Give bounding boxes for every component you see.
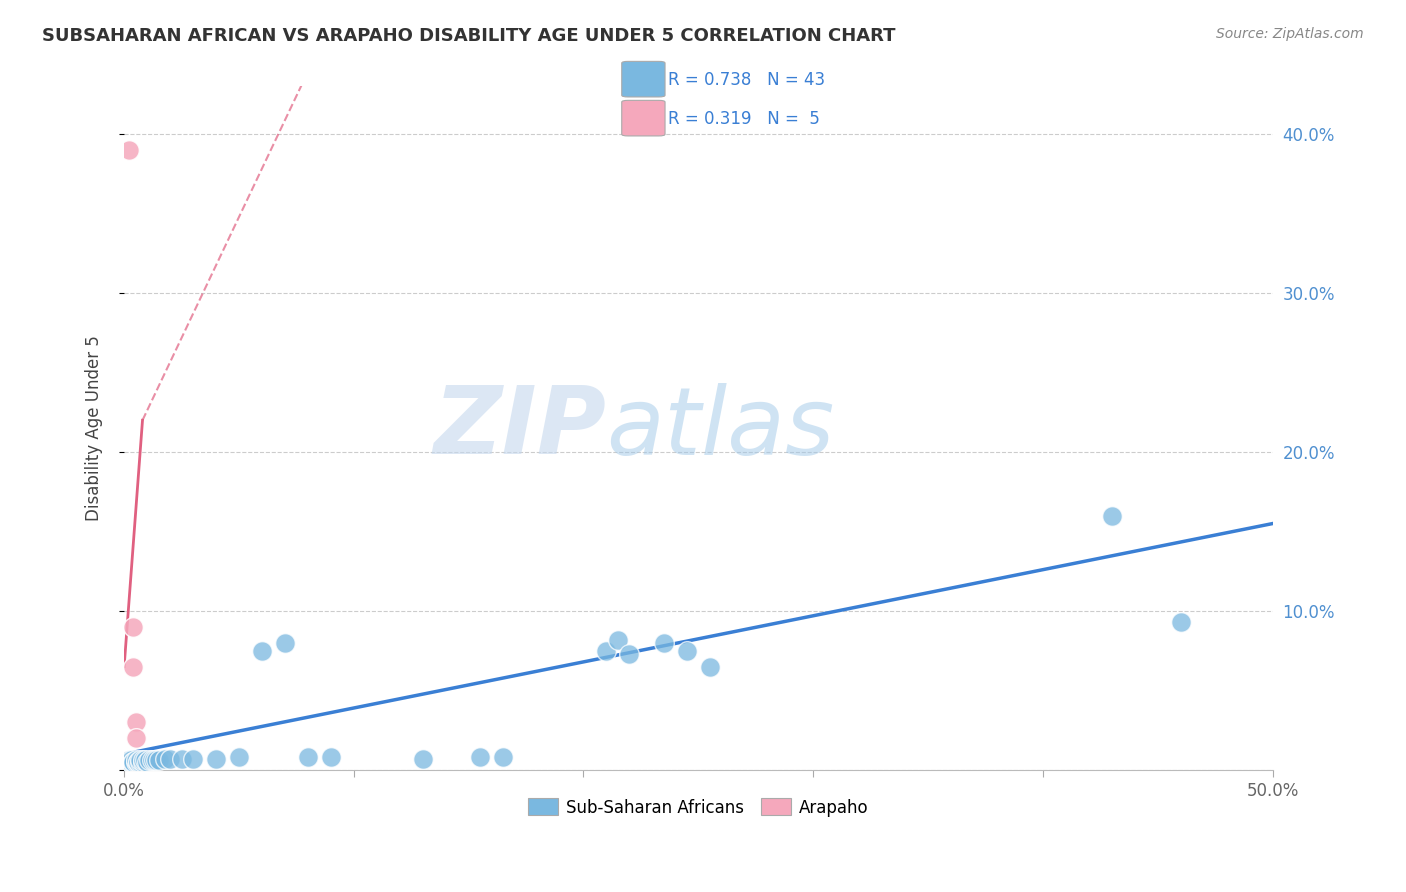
Point bbox=[319, 750, 342, 764]
Point bbox=[205, 752, 228, 766]
Point bbox=[181, 752, 204, 766]
Text: Source: ZipAtlas.com: Source: ZipAtlas.com bbox=[1216, 27, 1364, 41]
Point bbox=[115, 755, 138, 769]
Text: R = 0.738   N = 43: R = 0.738 N = 43 bbox=[668, 71, 825, 89]
Point bbox=[492, 750, 515, 764]
FancyBboxPatch shape bbox=[621, 62, 665, 97]
Point bbox=[159, 752, 181, 766]
Point bbox=[274, 636, 297, 650]
Text: SUBSAHARAN AFRICAN VS ARAPAHO DISABILITY AGE UNDER 5 CORRELATION CHART: SUBSAHARAN AFRICAN VS ARAPAHO DISABILITY… bbox=[42, 27, 896, 45]
Point bbox=[129, 755, 152, 769]
Point bbox=[118, 755, 141, 769]
Point bbox=[1101, 508, 1123, 523]
Point bbox=[124, 755, 146, 769]
Point bbox=[124, 715, 146, 730]
Point bbox=[1170, 615, 1192, 629]
Point bbox=[607, 632, 630, 647]
Point bbox=[148, 754, 170, 768]
Point bbox=[122, 755, 145, 769]
Point bbox=[118, 754, 141, 768]
Point bbox=[118, 143, 141, 157]
Text: ZIP: ZIP bbox=[433, 382, 606, 475]
Y-axis label: Disability Age Under 5: Disability Age Under 5 bbox=[86, 335, 103, 521]
Point bbox=[468, 750, 491, 764]
Point bbox=[143, 754, 166, 768]
Point bbox=[136, 755, 159, 769]
Point bbox=[652, 636, 675, 650]
Point bbox=[127, 755, 149, 769]
Point bbox=[676, 644, 699, 658]
Point bbox=[595, 644, 617, 658]
Point bbox=[124, 754, 146, 768]
Point bbox=[131, 755, 153, 769]
Point bbox=[124, 731, 146, 746]
Point bbox=[129, 754, 152, 768]
Point bbox=[134, 754, 156, 768]
Point bbox=[170, 752, 193, 766]
Point bbox=[127, 755, 149, 769]
Point bbox=[619, 647, 641, 661]
Text: R = 0.319   N =  5: R = 0.319 N = 5 bbox=[668, 110, 820, 128]
Point bbox=[250, 644, 273, 658]
Point bbox=[155, 752, 177, 766]
Point bbox=[297, 750, 319, 764]
Point bbox=[120, 754, 142, 768]
Text: atlas: atlas bbox=[606, 383, 835, 474]
Point bbox=[122, 659, 145, 673]
Legend: Sub-Saharan Africans, Arapaho: Sub-Saharan Africans, Arapaho bbox=[522, 792, 876, 823]
Point bbox=[699, 659, 721, 673]
Point bbox=[122, 755, 145, 769]
Point bbox=[228, 750, 250, 764]
Point bbox=[122, 620, 145, 634]
Point bbox=[145, 754, 167, 768]
FancyBboxPatch shape bbox=[621, 101, 665, 136]
Point bbox=[120, 755, 142, 769]
Point bbox=[131, 754, 153, 768]
Point bbox=[412, 752, 434, 766]
Point bbox=[141, 754, 163, 768]
Point bbox=[138, 754, 160, 768]
